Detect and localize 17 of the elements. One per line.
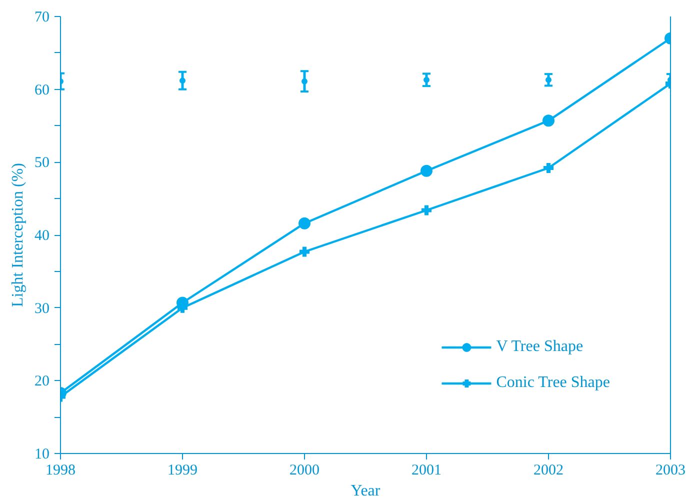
y-axis-title: Light Interception (%) <box>10 163 26 307</box>
x-tick-label: 2001 <box>412 462 442 478</box>
x-tick-label: 2000 <box>290 462 320 478</box>
y-tick-label: 10 <box>34 446 50 462</box>
x-tick-label: 1999 <box>168 462 198 478</box>
legend-label: V Tree Shape <box>496 338 584 356</box>
legend-label: Conic Tree Shape <box>496 374 610 392</box>
y-tick-label: 70 <box>34 10 50 26</box>
x-tick-label: 1998 <box>46 462 76 478</box>
x-tick-label: 2002 <box>534 462 564 478</box>
x-tick-label: 2003 <box>656 462 686 478</box>
y-tick-label: 30 <box>34 300 50 317</box>
y-tick-label: 50 <box>34 155 50 172</box>
y-tick-label: 60 <box>34 82 50 98</box>
y-tick-label: 20 <box>34 374 50 390</box>
y-tick-label: 40 <box>34 228 50 244</box>
x-axis-title: Year <box>350 482 381 500</box>
